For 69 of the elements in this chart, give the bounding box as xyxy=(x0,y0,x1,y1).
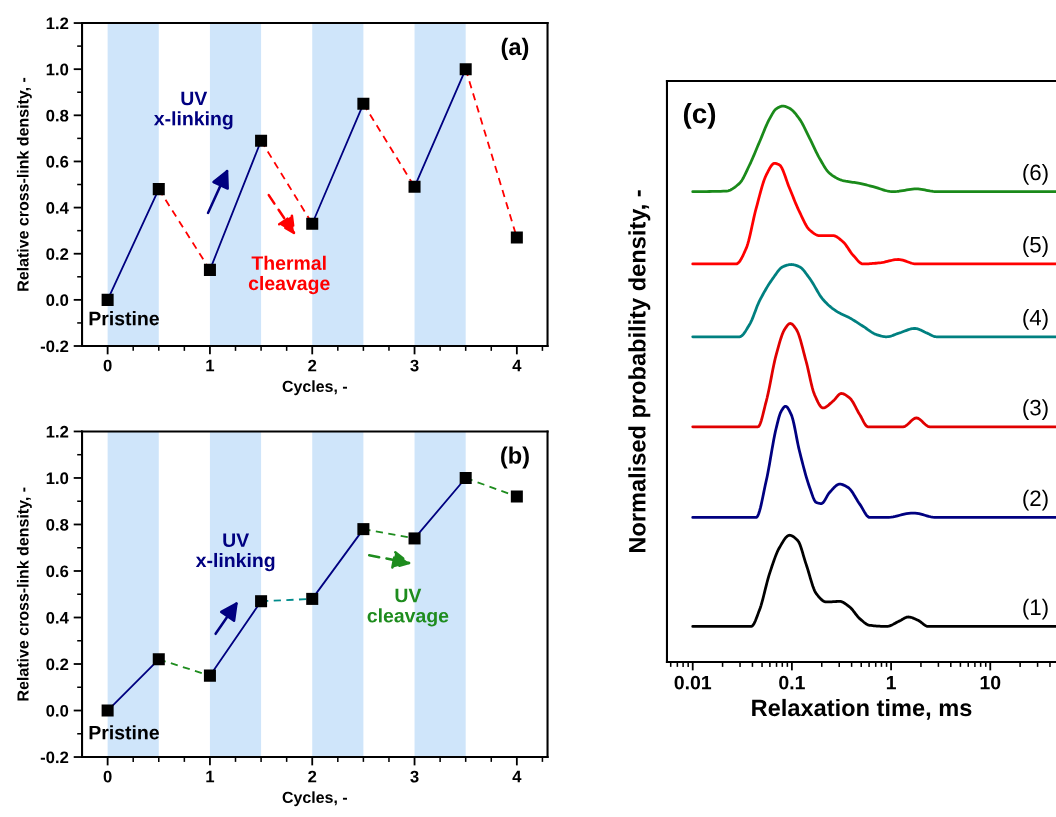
y-tick-label: 0.0 xyxy=(46,294,69,307)
y-tick-label: 0.0 xyxy=(46,704,69,717)
y-tick-label: 0.4 xyxy=(46,611,69,624)
point xyxy=(255,595,268,608)
x-tick-label: 0 xyxy=(103,359,112,372)
x-tick-label: 1 xyxy=(206,359,215,372)
y-tick-label: 0.6 xyxy=(46,155,69,168)
point xyxy=(408,532,421,545)
y-axis-title: Relative cross-link density, - xyxy=(16,487,32,701)
point xyxy=(357,523,370,536)
point xyxy=(357,97,370,110)
y-tick-label: 1.0 xyxy=(46,63,69,76)
x-tick-label: 0.1 xyxy=(779,675,805,690)
point xyxy=(459,471,472,484)
y-tick-label: 1.2 xyxy=(46,17,69,30)
point xyxy=(152,183,165,196)
x-tick-label: 3 xyxy=(410,359,419,372)
x-tick-label: 3 xyxy=(410,770,419,783)
series-label: (6) xyxy=(1023,164,1048,185)
y-tick-label: 1.2 xyxy=(46,425,69,438)
x-tick-label: 2 xyxy=(308,359,317,372)
y-tick-label: -0.2 xyxy=(40,340,69,353)
y-tick-label: 0.8 xyxy=(46,518,69,531)
point xyxy=(203,263,216,276)
y-tick-label: 0.2 xyxy=(46,658,69,671)
point xyxy=(408,180,421,193)
annotation: (a) xyxy=(501,37,529,60)
point xyxy=(510,231,523,244)
x-axis-title: Relaxation time, ms xyxy=(752,698,972,720)
point xyxy=(306,217,319,230)
x-tick-label: 0 xyxy=(103,770,112,783)
point xyxy=(510,490,523,503)
y-tick-label: 0.8 xyxy=(46,109,69,122)
x-axis-title: Cycles, - xyxy=(282,791,348,807)
point xyxy=(306,592,319,605)
annotation: Thermal cleavage xyxy=(248,255,330,295)
point xyxy=(459,63,472,76)
annotation: Pristine xyxy=(89,725,159,740)
annotation: UV x-linking xyxy=(153,91,233,130)
annotation: UV cleavage xyxy=(367,588,449,627)
point xyxy=(255,134,268,147)
y-tick-label: -0.2 xyxy=(40,751,69,764)
series-label: (5) xyxy=(1023,236,1048,257)
series-label: (3) xyxy=(1023,399,1048,420)
series-label: (1) xyxy=(1023,598,1048,620)
x-tick-label: 4 xyxy=(512,770,522,783)
point xyxy=(203,669,216,682)
x-axis-title: Cycles, - xyxy=(282,380,348,396)
annotation: UV x-linking xyxy=(195,533,275,572)
x-tick-label: 1 xyxy=(886,675,896,690)
y-tick-label: 0.2 xyxy=(46,248,69,260)
x-tick-label: 0.01 xyxy=(674,675,712,690)
annotation: (c) xyxy=(683,102,716,129)
series-label: (4) xyxy=(1023,309,1048,330)
y-tick-label: 0.4 xyxy=(46,201,69,214)
x-tick-label: 1 xyxy=(206,770,215,783)
x-tick-label: 4 xyxy=(512,359,522,372)
series-label: (2) xyxy=(1023,489,1048,511)
point xyxy=(101,293,114,306)
y-axis-title: Normalised probability density, - xyxy=(628,190,651,553)
x-tick-label: 10 xyxy=(980,675,1001,690)
x-tick-label: 2 xyxy=(308,770,317,783)
annotation: Pristine xyxy=(89,311,159,326)
annotation: (b) xyxy=(501,446,529,469)
point xyxy=(101,704,114,717)
y-tick-label: 1.0 xyxy=(46,472,69,485)
y-axis-title: Relative cross-link density, - xyxy=(16,77,32,291)
y-tick-label: 0.6 xyxy=(46,565,69,578)
point xyxy=(152,653,165,666)
